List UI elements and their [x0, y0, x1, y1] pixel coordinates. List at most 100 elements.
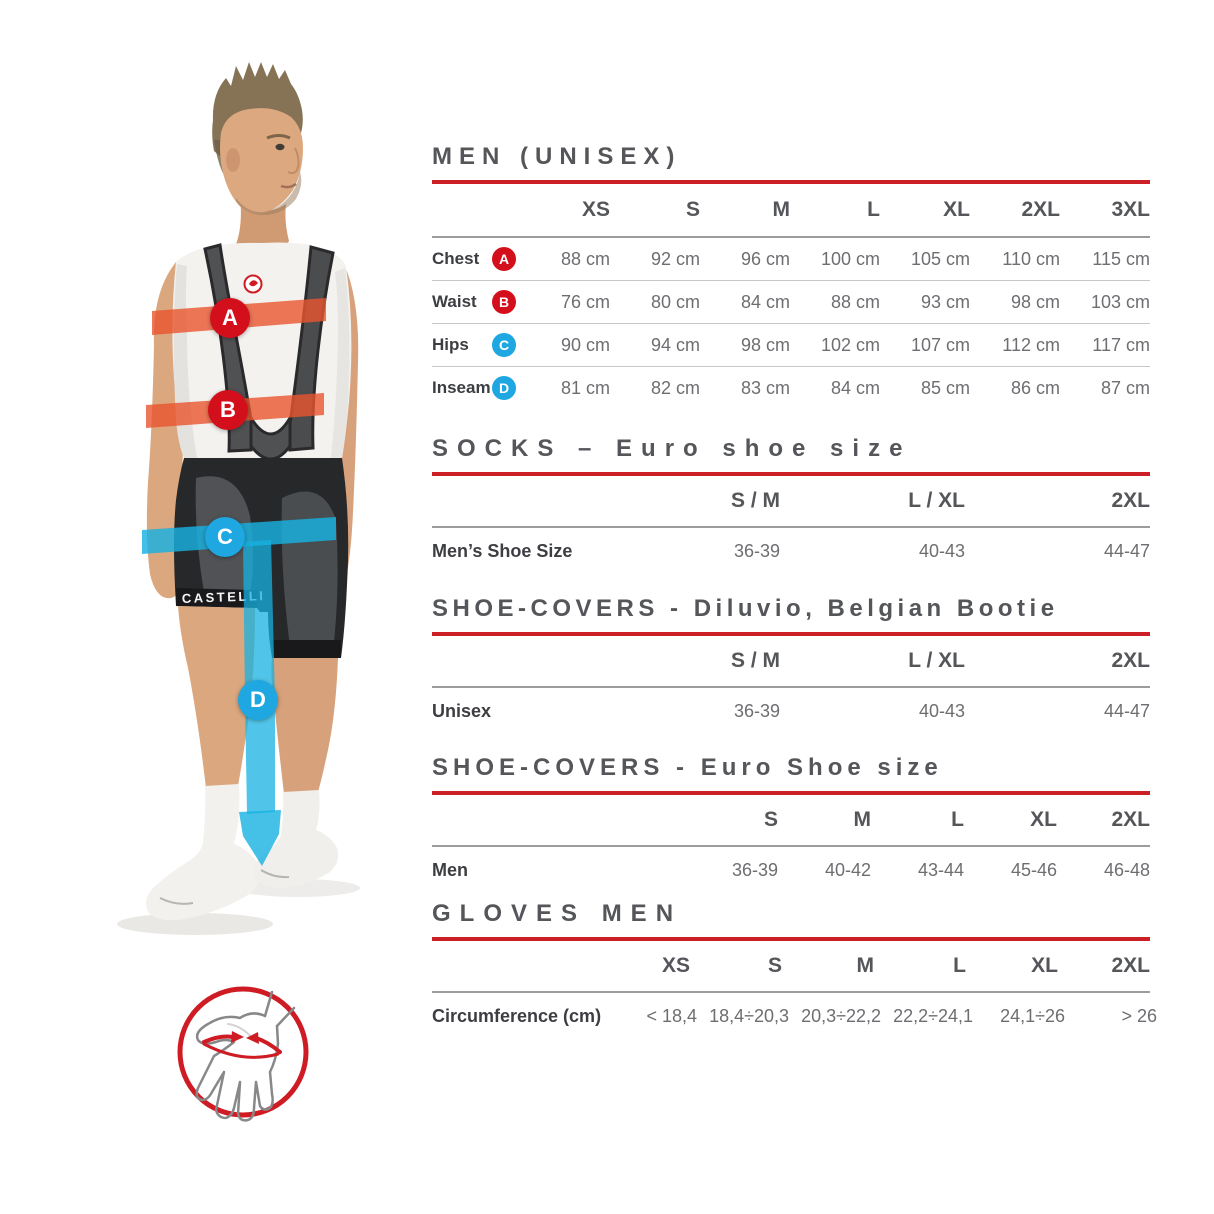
row-label: Chest	[432, 249, 480, 268]
row-label-cell: Unisex	[432, 701, 595, 722]
size-value: 40-43	[918, 540, 965, 561]
title-underline	[432, 180, 1150, 184]
row-label: Men’s Shoe Size	[432, 540, 573, 561]
marker-badge-a: A	[492, 247, 516, 271]
size-value: 76 cm	[560, 291, 610, 312]
size-value: 96 cm	[740, 248, 790, 269]
size-value: 36-39	[733, 700, 780, 721]
size-column-header: XL	[1031, 954, 1058, 977]
eyebrow	[266, 134, 291, 140]
hand-circumference-measure-icon	[177, 986, 309, 1122]
section-socks: SOCKS – Euro shoe size S / M L / XL 2XL Men…	[432, 432, 1150, 574]
section-title: SHOE-COVERS - Diluvio, Belgian Bootie	[432, 595, 1059, 622]
nose	[287, 147, 300, 175]
size-header-row: S / M L / XL 2XL	[432, 476, 1150, 528]
socks-size-table: S / M L / XL 2XL Men’s Shoe Size 36-39 40-43 4…	[432, 476, 1150, 574]
size-column-header: L	[867, 198, 880, 221]
size-value: 44-47	[1103, 700, 1150, 721]
size-value: 112 cm	[1002, 334, 1060, 355]
figure-marker-c: C	[205, 517, 245, 557]
section-title: SHOE-COVERS - Euro Shoe size	[432, 754, 943, 781]
size-value: 117 cm	[1092, 334, 1150, 355]
size-header-row: XS S M L XL 2XL 3XL	[432, 184, 1150, 238]
shorts-hem	[176, 588, 257, 608]
row-label: Waist	[432, 292, 477, 311]
size-value: 24,1÷26	[1000, 1005, 1066, 1026]
right-sock	[254, 790, 339, 889]
size-value: 94 cm	[650, 334, 700, 355]
marker-letter: C	[217, 524, 233, 549]
row-label: Hips	[432, 335, 469, 354]
table-row: Men’s Shoe Size 36-39 40-43 44-47	[432, 528, 1150, 574]
size-column-header: 2XL	[1111, 808, 1150, 831]
size-column-header: 2XL	[1111, 954, 1150, 977]
size-value: 98 cm	[740, 334, 790, 355]
size-value: > 26	[1121, 1005, 1158, 1026]
row-label-cell: Men’s Shoe Size	[432, 541, 595, 562]
size-value: 85 cm	[920, 377, 970, 398]
title-underline	[432, 937, 1150, 941]
shorts-hem	[272, 640, 341, 658]
row-label-cell: Waist B	[432, 290, 520, 314]
size-value: 82 cm	[650, 377, 700, 398]
section-men-unisex: MEN (UNISEX) XS S M L XL 2XL 3XL Chest A 88 cm 92 …	[432, 140, 1150, 409]
row-label: Men	[432, 859, 468, 880]
size-value: 44-47	[1103, 540, 1150, 561]
size-value: 20,3÷22,2	[801, 1005, 882, 1026]
left-leg	[178, 606, 255, 788]
row-label: Inseam	[432, 378, 491, 397]
size-value: 45-46	[1010, 859, 1057, 880]
figure-marker-a: A	[210, 298, 250, 338]
row-label-cell: Circumference (cm)	[432, 1006, 605, 1027]
size-column-header: 2XL	[1021, 198, 1060, 221]
ear	[226, 148, 240, 172]
section-shoe-covers-diluvio: SHOE-COVERS - Diluvio, Belgian Bootie S …	[432, 592, 1150, 734]
castelli-scorpion-logo	[243, 274, 263, 294]
size-value: 98 cm	[1010, 291, 1060, 312]
size-value: 40-42	[824, 859, 871, 880]
row-label-cell: Hips C	[432, 333, 520, 357]
size-column-header: S / M	[730, 649, 780, 672]
size-value: 105 cm	[910, 248, 970, 269]
size-value: 88 cm	[830, 291, 880, 312]
marker-badge-d: D	[492, 376, 516, 400]
size-column-header: L	[953, 954, 966, 977]
size-value: 22,2÷24,1	[893, 1005, 974, 1026]
size-value: 86 cm	[1010, 377, 1060, 398]
size-value: 103 cm	[1090, 291, 1150, 312]
figure-marker-d: D	[238, 680, 278, 720]
table-row: Inseam D 81 cm 82 cm 83 cm 84 cm 85 cm 86 cm 87 …	[432, 366, 1150, 409]
size-value: 83 cm	[740, 377, 790, 398]
size-value: 110 cm	[1002, 248, 1060, 269]
table-row: Unisex 36-39 40-43 44-47	[432, 688, 1150, 734]
size-column-header: M	[856, 954, 875, 977]
size-value: 88 cm	[560, 248, 610, 269]
gloves-men-table: XS S M L XL 2XL Circumference (cm) < 18,4 18,4÷2…	[432, 941, 1157, 1039]
size-column-header: XS	[661, 954, 690, 977]
marker-badge-c: C	[492, 333, 516, 357]
size-column-header: S	[767, 954, 782, 977]
left-sock	[145, 784, 260, 921]
title-underline	[432, 472, 1150, 476]
size-column-header: XL	[1030, 808, 1057, 831]
size-column-header: L / XL	[908, 649, 965, 672]
size-header-row: S / M L / XL 2XL	[432, 636, 1150, 688]
floor-shadow	[117, 913, 273, 935]
inseam-arrow	[239, 810, 281, 866]
size-column-header: M	[853, 808, 872, 831]
size-value: 102 cm	[820, 334, 880, 355]
figure-marker-b: B	[208, 390, 248, 430]
size-value: 93 cm	[920, 291, 970, 312]
size-column-header: L / XL	[908, 489, 965, 512]
size-value: 80 cm	[650, 291, 700, 312]
row-label: Circumference (cm)	[432, 1005, 602, 1026]
size-column-header: M	[772, 198, 791, 221]
mouth	[280, 182, 297, 189]
size-value: 87 cm	[1100, 377, 1150, 398]
shoe-covers-diluvio-table: S / M L / XL 2XL Unisex 36-39 40-43 44-47	[432, 636, 1150, 734]
section-shoe-covers-euro: SHOE-COVERS - Euro Shoe size S M L XL 2XL Men…	[432, 751, 1150, 893]
marker-badge-b: B	[492, 290, 516, 314]
size-column-header: 2XL	[1111, 649, 1150, 672]
size-column-header: XS	[581, 198, 610, 221]
measurement-band-inseam	[243, 540, 275, 814]
